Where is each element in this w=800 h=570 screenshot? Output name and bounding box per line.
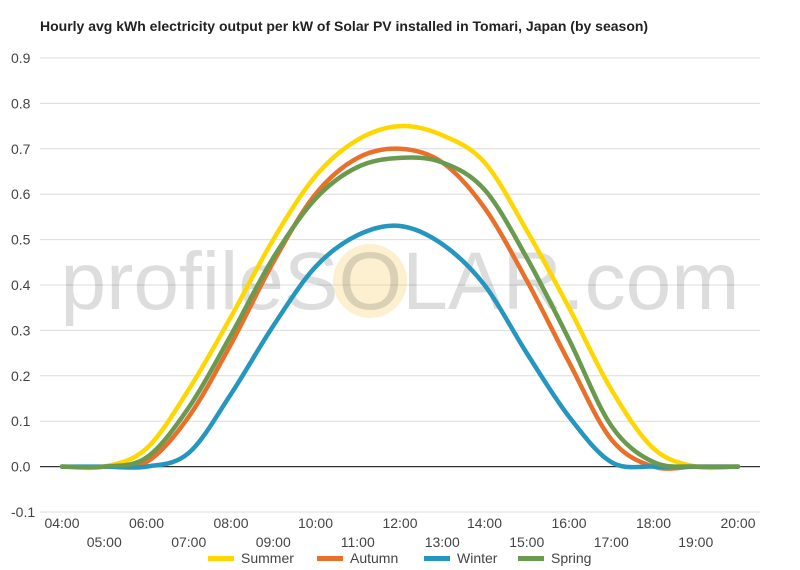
x-tick-label: 20:00	[720, 515, 755, 531]
legend-swatch-winter	[424, 556, 450, 561]
series-line-spring	[59, 155, 741, 470]
x-tick-label: 10:00	[298, 515, 333, 531]
x-tick-label: 15:00	[509, 534, 544, 550]
y-tick-label: 0.7	[11, 141, 31, 157]
x-tick-label: 11:00	[341, 534, 375, 550]
legend-label-spring: Spring	[551, 550, 591, 566]
x-tick-label: 09:00	[256, 534, 291, 550]
y-tick-label: 0.5	[11, 232, 31, 248]
watermark-sun-icon	[333, 244, 407, 318]
series-line-summer	[59, 123, 741, 471]
x-tick-label: 13:00	[425, 534, 460, 550]
legend-label-autumn: Autumn	[350, 550, 398, 566]
y-tick-label: 0.0	[11, 459, 31, 475]
y-tick-label: 0.3	[11, 322, 31, 338]
series-line-autumn	[59, 146, 741, 471]
legend-label-summer: Summer	[241, 550, 294, 566]
legend-label-winter: Winter	[457, 550, 498, 566]
legend-swatch-summer	[208, 556, 234, 561]
x-tick-label: 08:00	[213, 515, 248, 531]
x-tick-label: 16:00	[551, 515, 586, 531]
series-line-winter	[59, 223, 741, 470]
watermark-logo: profileSOLAR.com	[60, 236, 739, 327]
x-tick-label: 14:00	[467, 515, 502, 531]
y-tick-label: 0.6	[11, 186, 31, 202]
x-tick-label: 07:00	[171, 534, 206, 550]
x-tick-label: 19:00	[678, 534, 713, 550]
x-tick-label: 05:00	[87, 534, 122, 550]
x-tick-label: 04:00	[44, 515, 79, 531]
y-tick-label: 0.9	[11, 50, 31, 66]
chart-title: Hourly avg kWh electricity output per kW…	[40, 18, 649, 34]
x-tick-label: 18:00	[636, 515, 671, 531]
x-tick-label: 06:00	[129, 515, 164, 531]
legend-swatch-spring	[518, 556, 544, 561]
legend-swatch-autumn	[317, 556, 343, 561]
y-tick-label: 0.8	[11, 95, 31, 111]
x-tick-label: 12:00	[382, 515, 417, 531]
y-tick-label: 0.4	[11, 277, 31, 293]
y-tick-label: 0.2	[11, 368, 31, 384]
x-tick-label: 17:00	[594, 534, 629, 550]
y-tick-label: -0.1	[11, 504, 35, 520]
y-tick-label: 0.1	[11, 413, 31, 429]
